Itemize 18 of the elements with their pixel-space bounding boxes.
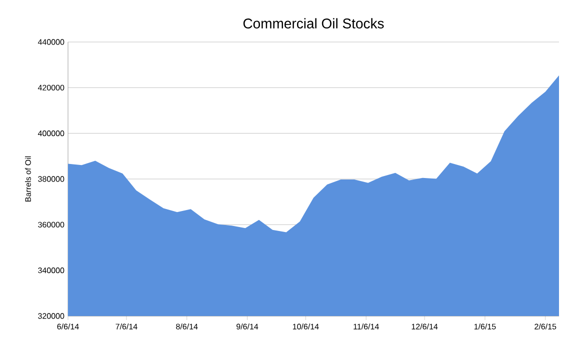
y-tick-label: 420000 — [38, 84, 64, 90]
x-tick-label: 7/6/14 — [116, 324, 138, 330]
y-tick-label: 380000 — [38, 176, 64, 182]
x-tick-label: 12/6/14 — [412, 324, 438, 330]
y-axis-title: Barrels of Oil — [25, 156, 31, 202]
x-tick-label: 8/6/14 — [176, 324, 198, 330]
x-tick-label: 10/6/14 — [292, 324, 319, 330]
x-tick-label: 6/6/14 — [57, 324, 79, 330]
x-tick-label: 11/6/14 — [354, 324, 379, 330]
y-tick-label: 340000 — [38, 268, 64, 274]
x-tick-label: 9/6/14 — [236, 324, 258, 330]
x-tick-label: 2/6/15 — [534, 324, 556, 330]
y-tick-label: 320000 — [38, 313, 64, 319]
x-tick-label: 1/6/15 — [474, 324, 496, 330]
y-tick-label: 400000 — [38, 130, 64, 136]
y-tick-label: 360000 — [38, 222, 64, 228]
chart-title: Commercial Oil Stocks — [243, 18, 384, 28]
y-tick-label: 440000 — [38, 39, 64, 45]
